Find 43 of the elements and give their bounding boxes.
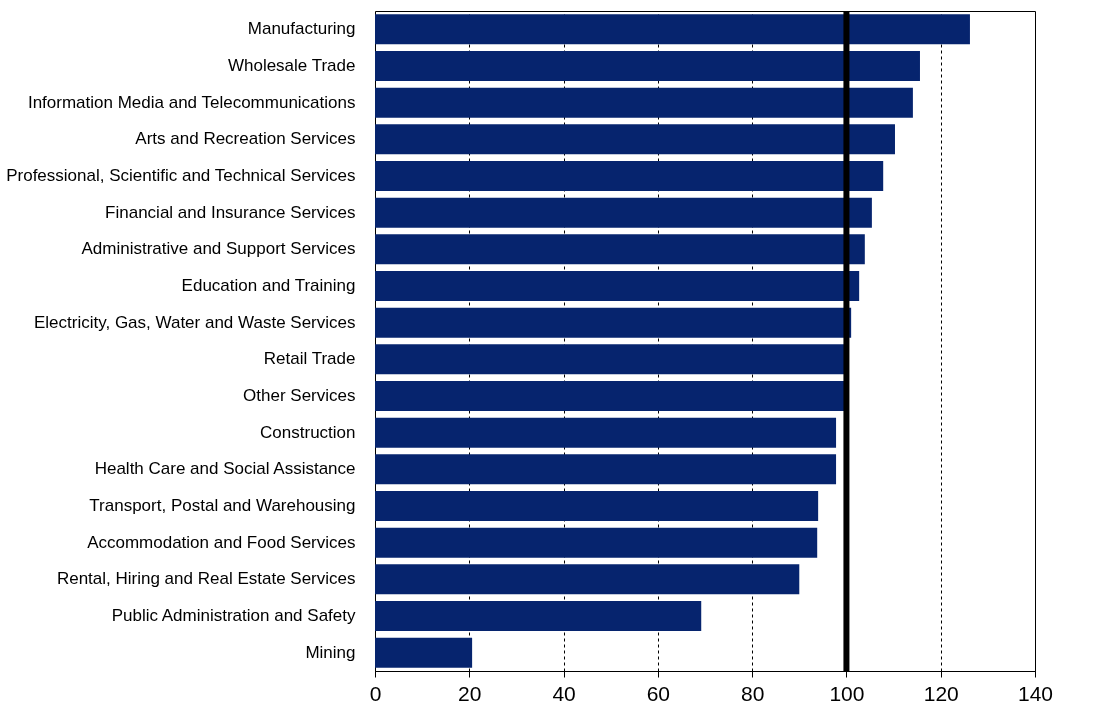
bar bbox=[375, 197, 872, 228]
x-tick-label: 120 bbox=[923, 681, 959, 705]
bar bbox=[375, 344, 846, 375]
y-tick-label: Financial and Insurance Services bbox=[105, 202, 356, 222]
y-tick-label: Public Administration and Safety bbox=[111, 606, 356, 625]
x-tick-label: 20 bbox=[458, 681, 482, 705]
y-tick-label: Education and Training bbox=[181, 276, 356, 295]
y-tick-label: Professional, Scientific and Technical Services bbox=[6, 166, 356, 185]
x-tick-label: 40 bbox=[552, 681, 576, 705]
bar bbox=[375, 454, 837, 485]
y-tick-label: Health Care and Social Assistance bbox=[94, 459, 356, 479]
y-tick-label: Administrative and Support Services bbox=[81, 239, 356, 259]
bar bbox=[375, 50, 920, 82]
y-tick-label: Electricity, Gas, Water and Waste Services bbox=[33, 312, 356, 332]
bar bbox=[375, 637, 473, 668]
bar bbox=[375, 417, 837, 448]
y-tick-label: Arts and Recreation Services bbox=[135, 129, 356, 149]
bar bbox=[375, 124, 895, 155]
y-tick-label: Rental, Hiring and Real Estate Services bbox=[56, 569, 356, 589]
bar bbox=[375, 564, 800, 595]
bar bbox=[375, 600, 702, 632]
y-tick-label: Transport, Postal and Warehousing bbox=[89, 496, 356, 515]
x-tick-label: 60 bbox=[646, 681, 671, 705]
x-tick-label: 140 bbox=[1017, 681, 1054, 705]
y-tick-label: Other Services bbox=[243, 386, 356, 405]
y-tick-label: Retail Trade bbox=[263, 349, 356, 369]
bar bbox=[375, 160, 884, 192]
bar bbox=[375, 490, 819, 522]
bar bbox=[375, 14, 970, 45]
bar bbox=[375, 527, 818, 558]
y-tick-label: Mining bbox=[305, 642, 356, 662]
y-tick-label: Manufacturing bbox=[247, 19, 356, 39]
bar bbox=[375, 270, 860, 302]
bar bbox=[375, 307, 852, 338]
y-tick-label: Wholesale Trade bbox=[227, 56, 356, 75]
x-tick-label: 100 bbox=[829, 681, 865, 705]
y-tick-label: Construction bbox=[260, 422, 356, 442]
x-tick-label: 80 bbox=[740, 681, 765, 705]
bar bbox=[375, 87, 913, 118]
y-tick-label: Information Media and Telecommunications bbox=[27, 92, 356, 112]
x-tick-label: 0 bbox=[369, 681, 382, 705]
y-tick-label: Accommodation and Food Services bbox=[87, 532, 356, 552]
bar bbox=[375, 234, 865, 265]
